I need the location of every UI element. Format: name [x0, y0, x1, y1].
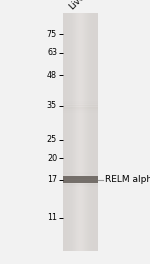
Bar [63, 112, 98, 113]
Bar [63, 175, 98, 176]
Bar [80, 13, 81, 251]
Bar [63, 180, 98, 181]
Bar [81, 13, 82, 251]
Bar [73, 13, 74, 251]
Bar [63, 173, 98, 174]
Bar [63, 189, 98, 190]
Bar [88, 13, 89, 251]
Bar [78, 13, 79, 251]
Bar [63, 104, 98, 105]
Text: Liver: Liver [67, 0, 89, 12]
Bar [63, 111, 98, 112]
Bar [65, 13, 66, 251]
Text: 17: 17 [47, 175, 57, 184]
Bar [63, 169, 98, 170]
Text: 11: 11 [47, 213, 57, 222]
Bar [63, 108, 98, 109]
Bar [63, 13, 64, 251]
Bar [87, 13, 88, 251]
Text: 63: 63 [47, 48, 57, 57]
Bar [66, 13, 67, 251]
Bar [63, 179, 98, 180]
Bar [74, 13, 75, 251]
Bar [63, 105, 98, 106]
Text: 48: 48 [47, 71, 57, 80]
Bar [63, 186, 98, 187]
Bar [97, 13, 98, 251]
Bar [69, 13, 70, 251]
Bar [64, 13, 65, 251]
Bar [63, 181, 98, 182]
Bar [63, 172, 98, 173]
Bar [63, 184, 98, 185]
Bar [63, 176, 98, 183]
Bar [83, 13, 84, 251]
Text: RELM alpha: RELM alpha [105, 175, 150, 184]
Bar [63, 13, 98, 251]
Bar [75, 13, 76, 251]
Bar [63, 177, 98, 178]
Text: 25: 25 [47, 135, 57, 144]
Bar [86, 13, 87, 251]
Bar [63, 110, 98, 111]
Bar [67, 13, 68, 251]
Bar [63, 185, 98, 186]
Text: 75: 75 [47, 30, 57, 39]
Text: 20: 20 [47, 154, 57, 163]
Bar [63, 183, 98, 184]
Bar [95, 13, 96, 251]
Bar [63, 109, 98, 110]
Bar [92, 13, 93, 251]
Bar [71, 13, 72, 251]
Bar [96, 13, 97, 251]
Bar [63, 102, 98, 103]
Bar [93, 13, 94, 251]
Bar [89, 13, 90, 251]
Bar [63, 190, 98, 191]
Text: 35: 35 [47, 101, 57, 110]
Bar [79, 13, 80, 251]
Bar [82, 13, 83, 251]
Bar [63, 101, 98, 102]
Bar [76, 13, 77, 251]
Bar [63, 182, 98, 183]
Bar [68, 13, 69, 251]
Bar [84, 13, 85, 251]
Bar [63, 178, 98, 179]
Bar [72, 13, 73, 251]
Bar [85, 13, 86, 251]
Bar [77, 13, 78, 251]
Bar [63, 168, 98, 169]
Bar [63, 107, 98, 108]
Bar [70, 13, 71, 251]
Bar [94, 13, 95, 251]
Bar [91, 13, 92, 251]
Bar [63, 176, 98, 177]
Bar [90, 13, 91, 251]
